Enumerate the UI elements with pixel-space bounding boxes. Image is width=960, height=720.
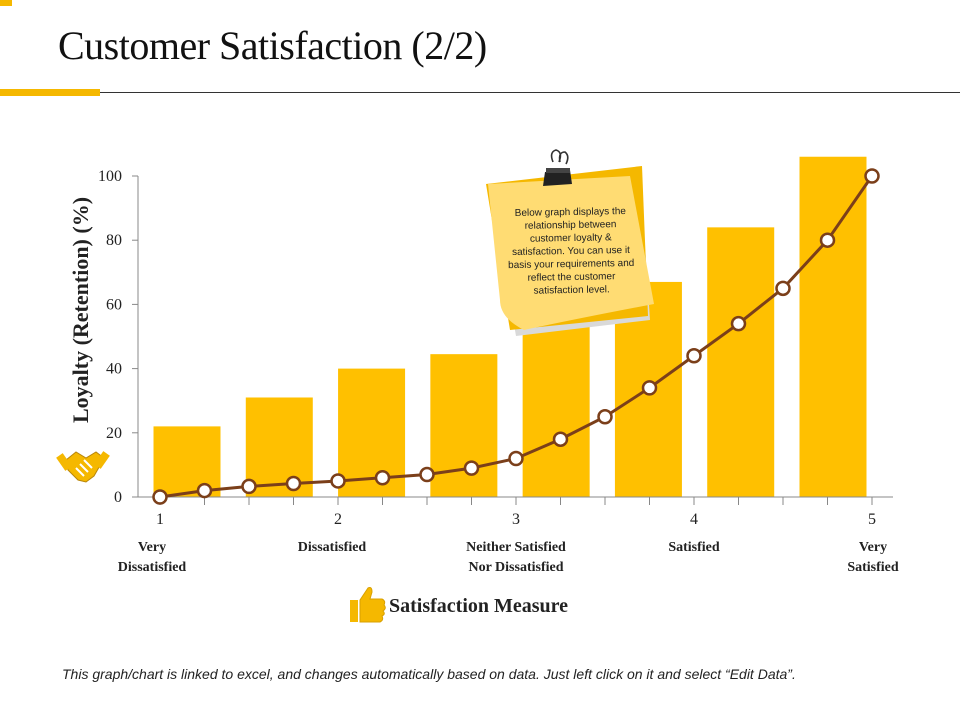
footnote: This graph/chart is linked to excel, and…	[62, 666, 796, 682]
y-tick-label: 60	[106, 296, 122, 313]
curve-point	[864, 168, 880, 184]
title-divider	[100, 92, 960, 93]
curve-point	[730, 315, 747, 332]
category-label: Dissatisfied	[298, 540, 367, 555]
y-tick-label: 80	[106, 232, 122, 249]
thumbs-up-icon	[350, 587, 386, 623]
x-tick-label: 2	[334, 511, 342, 528]
bar	[707, 227, 775, 498]
category-label: Nor Dissatisfied	[468, 560, 563, 575]
bar-series	[153, 156, 867, 498]
y-tick-label: 20	[106, 425, 122, 442]
bar	[245, 397, 313, 497]
curve-point	[597, 409, 613, 425]
curve-point	[374, 469, 391, 486]
curve-point	[463, 460, 480, 476]
title-accent-bar	[0, 89, 100, 96]
bar	[430, 354, 498, 497]
curve-point	[196, 482, 213, 499]
x-tick-label: 5	[868, 511, 876, 528]
corner-accent	[0, 0, 12, 6]
curve-point	[552, 431, 569, 447]
curve-point	[285, 475, 302, 492]
curve-point	[152, 489, 168, 505]
sticky-note-text: Below graph displays the relationship be…	[508, 206, 635, 297]
y-tick-label: 40	[106, 361, 122, 378]
category-label: Satisfied	[668, 540, 720, 555]
loyalty-curve-points	[152, 168, 880, 505]
curve-point	[508, 450, 524, 467]
y-axis: 0 20 40 60 80 100	[98, 168, 139, 506]
sticky-note-paper	[488, 176, 654, 330]
page-title: Customer Satisfaction (2/2)	[58, 23, 487, 68]
bar	[799, 156, 867, 498]
curve-point	[641, 380, 658, 396]
category-label: Satisfied	[847, 560, 899, 575]
category-label: Dissatisfied	[118, 560, 187, 575]
y-tick-label: 100	[98, 168, 122, 185]
bar	[522, 320, 590, 497]
y-tick-label: 0	[114, 489, 122, 506]
curve-point	[419, 466, 435, 483]
x-tick-label: 1	[156, 511, 164, 528]
curve-point	[686, 348, 702, 364]
binder-clip-icon	[543, 149, 572, 186]
curve-point	[330, 473, 346, 489]
sticky-note	[486, 149, 654, 336]
handshake-icon	[56, 451, 110, 483]
category-label: Neither Satisfied	[466, 540, 566, 555]
curve-point	[241, 478, 257, 495]
curve-point	[819, 232, 836, 248]
category-label: Very	[138, 540, 166, 555]
curve-point	[775, 280, 791, 297]
x-tick-label: 4	[690, 511, 698, 528]
x-axis-title: Satisfaction Measure	[389, 595, 568, 617]
y-axis-title: Loyalty (Retention) (%)	[68, 197, 93, 423]
category-label: Very	[859, 540, 887, 555]
x-axis: 1 2 3 4 5 Very Dissatisfied Dissatisfied Neither…	[118, 496, 899, 575]
x-tick-label: 3	[512, 511, 520, 528]
